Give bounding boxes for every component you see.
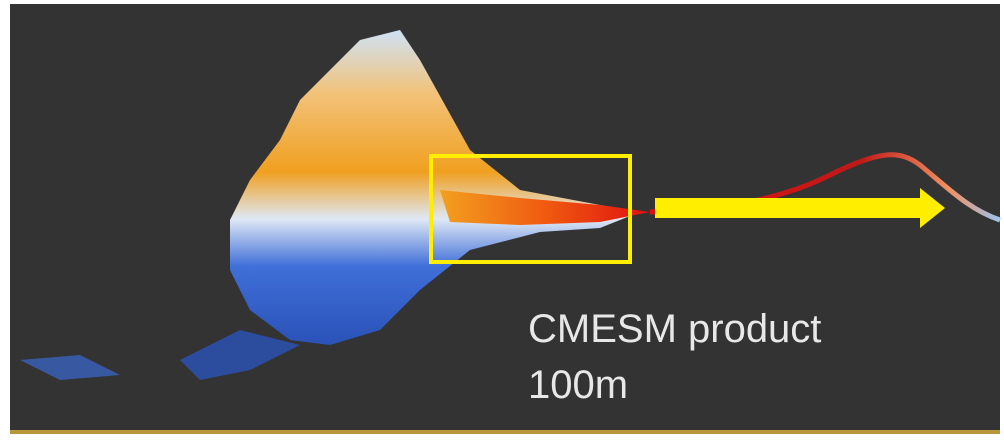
caption-line: CMESM product: [528, 307, 821, 351]
bottom-rule: [10, 430, 1000, 434]
screenshot: CMESM product 100m: [0, 0, 1004, 440]
caption-line: 100m: [528, 363, 628, 407]
